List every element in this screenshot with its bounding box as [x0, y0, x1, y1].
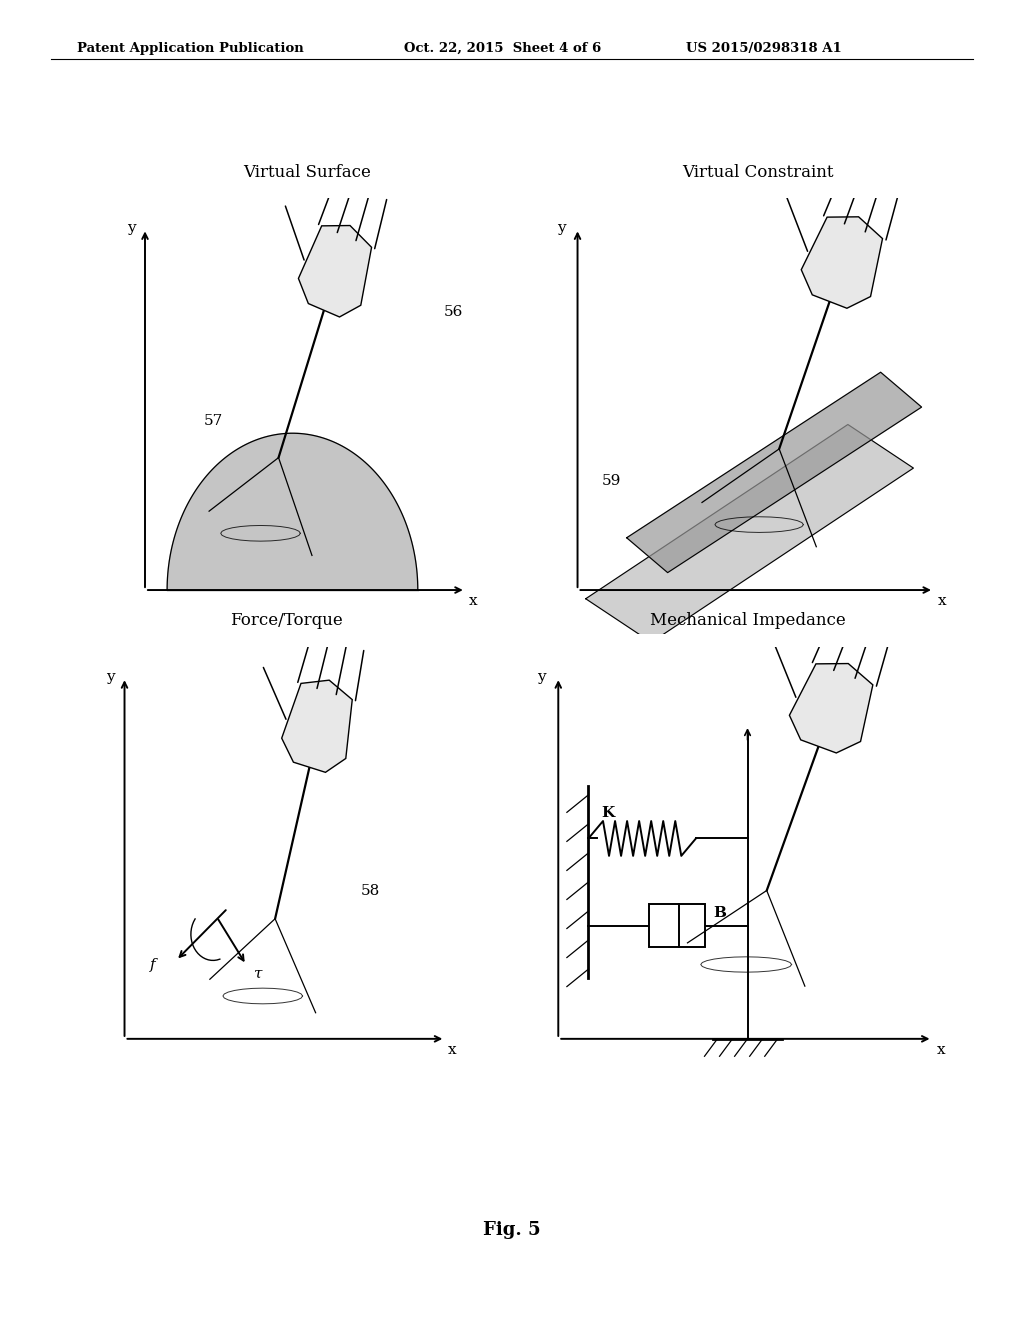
Text: Oct. 22, 2015  Sheet 4 of 6: Oct. 22, 2015 Sheet 4 of 6 — [404, 42, 602, 54]
Text: Fig. 5: Fig. 5 — [483, 1221, 541, 1239]
Text: 56: 56 — [443, 305, 463, 318]
Text: B: B — [713, 906, 726, 920]
Text: y: y — [537, 671, 546, 684]
Text: 59: 59 — [602, 474, 622, 488]
Text: 57: 57 — [204, 413, 223, 428]
Text: y: y — [557, 222, 565, 235]
Text: x: x — [469, 594, 477, 609]
Polygon shape — [298, 226, 372, 317]
Text: Force/Torque: Force/Torque — [230, 612, 343, 630]
Polygon shape — [801, 216, 883, 309]
Text: US 2015/0298318 A1: US 2015/0298318 A1 — [686, 42, 842, 54]
Text: Virtual Surface: Virtual Surface — [244, 164, 371, 181]
Text: x: x — [938, 594, 946, 609]
Text: 58: 58 — [360, 884, 380, 898]
Text: Mechanical Impedance: Mechanical Impedance — [649, 612, 846, 630]
Polygon shape — [167, 433, 418, 590]
Bar — [648, 904, 705, 948]
Polygon shape — [627, 372, 922, 573]
Polygon shape — [586, 425, 913, 643]
Text: τ: τ — [254, 966, 262, 981]
Text: K: K — [601, 805, 614, 820]
Text: x: x — [937, 1043, 945, 1057]
Text: f: f — [151, 958, 156, 972]
Text: Patent Application Publication: Patent Application Publication — [77, 42, 303, 54]
Text: Virtual Constraint: Virtual Constraint — [682, 164, 834, 181]
Text: y: y — [127, 222, 135, 235]
Text: x: x — [449, 1043, 457, 1057]
Text: y: y — [106, 671, 115, 684]
Polygon shape — [790, 664, 872, 752]
Polygon shape — [282, 680, 352, 772]
